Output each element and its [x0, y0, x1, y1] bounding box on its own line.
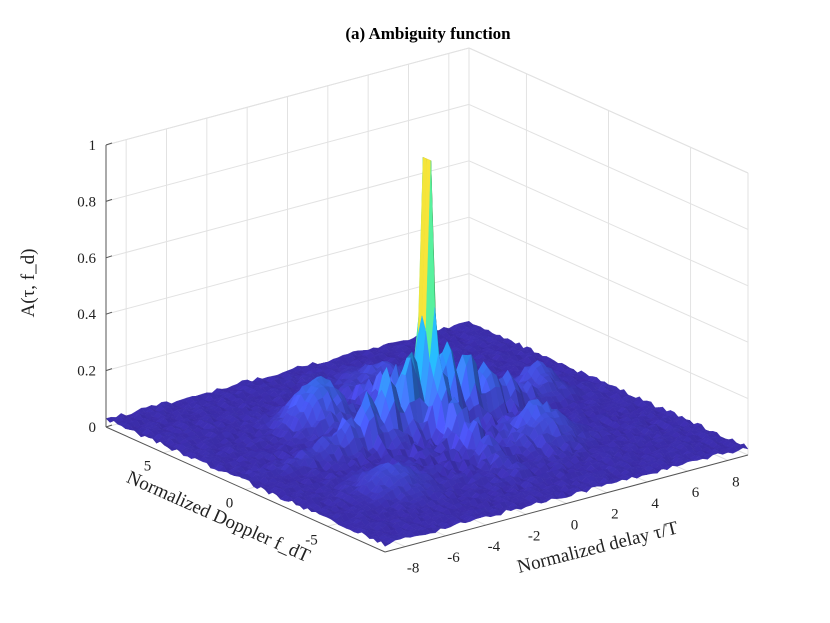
box-edge — [468, 47, 749, 174]
surface-plot — [105, 156, 749, 547]
box-edge — [105, 47, 470, 146]
chart-title: (a) Ambiguity function — [345, 24, 511, 43]
